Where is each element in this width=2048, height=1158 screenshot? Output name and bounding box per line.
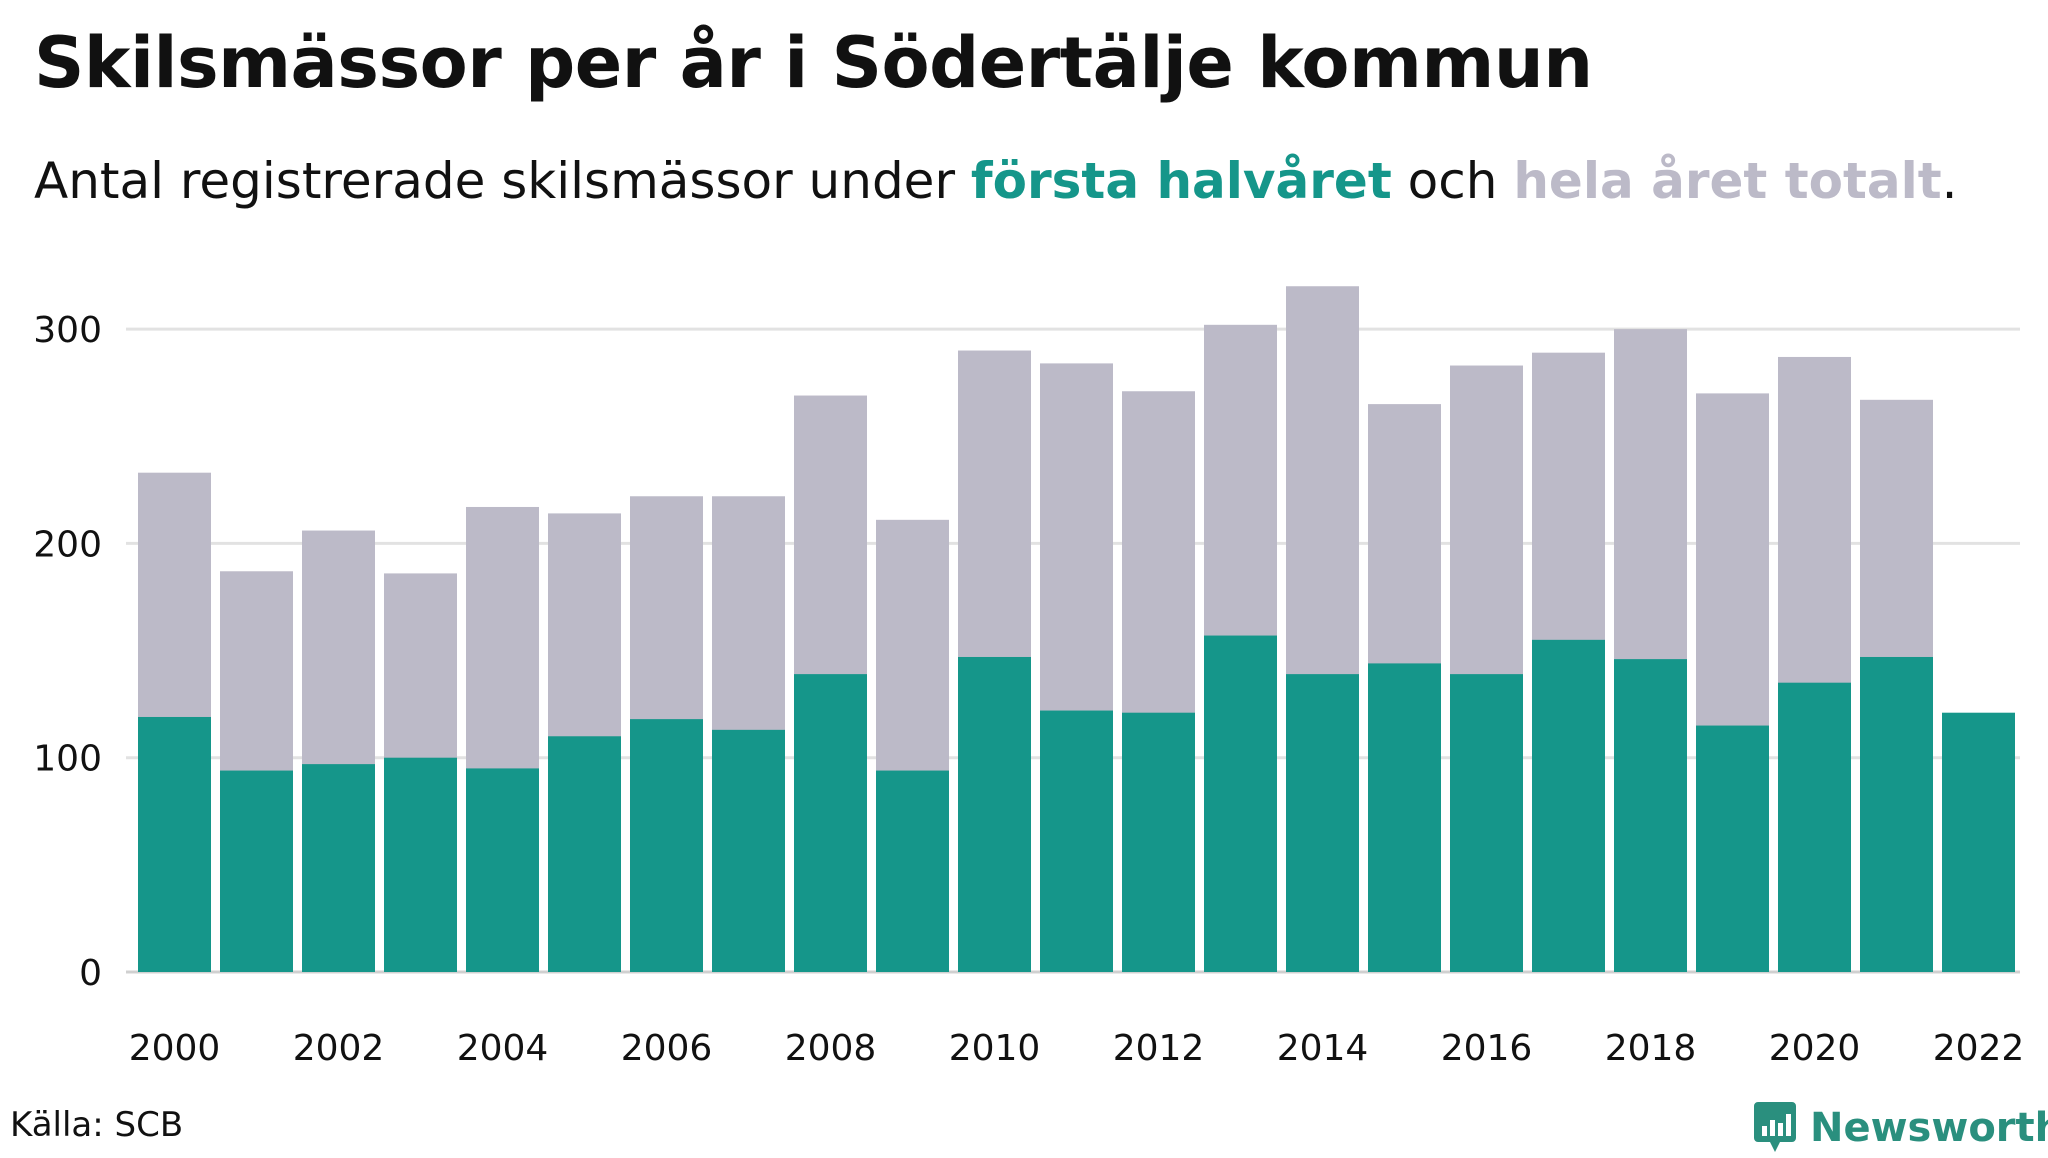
- subtitle-pre: Antal registrerade skilsmässor under: [34, 152, 971, 210]
- chart-subtitle: Antal registrerade skilsmässor under för…: [34, 152, 1958, 210]
- x-tick-label: 2018: [1605, 1028, 1697, 1069]
- bar-first-half: [302, 764, 375, 972]
- x-tick-label: 2008: [785, 1028, 877, 1069]
- subtitle-full-year: hela året totalt: [1513, 152, 1942, 210]
- bar-first-half: [712, 729, 785, 972]
- subtitle-mid: och: [1391, 152, 1514, 210]
- bar-first-half: [1696, 725, 1769, 972]
- bar-first-half: [1614, 659, 1687, 972]
- brand-logo: Newsworthy: [1752, 1098, 2048, 1158]
- brand-name: Newsworthy: [1810, 1105, 2048, 1151]
- y-tick-label: 300: [33, 310, 102, 351]
- x-tick-label: 2010: [949, 1028, 1041, 1069]
- bar-first-half: [548, 736, 621, 972]
- page-title: Skilsmässor per år i Södertälje kommun: [34, 22, 1593, 104]
- bar-first-half: [630, 719, 703, 972]
- x-tick-label: 2004: [457, 1028, 549, 1069]
- bar-first-half: [1860, 656, 1933, 972]
- bar-first-half: [220, 770, 293, 972]
- bar-first-half: [1286, 674, 1359, 972]
- bar-first-half: [1204, 635, 1277, 972]
- y-tick-label: 200: [33, 524, 102, 565]
- bar-first-half: [466, 768, 539, 972]
- bar-first-half: [384, 757, 457, 972]
- bar-first-half: [1450, 674, 1523, 972]
- x-tick-label: 2012: [1113, 1028, 1205, 1069]
- x-tick-label: 2002: [293, 1028, 385, 1069]
- bar-first-half: [1040, 710, 1113, 972]
- bar-first-half: [1368, 663, 1441, 972]
- bar-first-half: [876, 770, 949, 972]
- subtitle-first-half: första halvåret: [970, 152, 1392, 210]
- bar-first-half: [1122, 712, 1195, 972]
- x-tick-label: 2014: [1277, 1028, 1369, 1069]
- x-tick-label: 2006: [621, 1028, 713, 1069]
- bar-chart: 0 100 200 300 2000 2002 2004 2006 2008 2010 2012 20…: [33, 286, 2025, 1069]
- bar-first-half: [1942, 712, 2015, 972]
- bar-first-half: [1778, 682, 1851, 972]
- newsworthy-logo-icon: [1754, 1102, 1796, 1152]
- x-tick-label: 2016: [1441, 1028, 1533, 1069]
- bar-first-half: [138, 716, 211, 972]
- y-tick-label: 100: [33, 739, 102, 780]
- x-tick-label: 2020: [1769, 1028, 1861, 1069]
- subtitle-post: .: [1941, 152, 1958, 210]
- bar-first-half: [1532, 639, 1605, 972]
- source-label: Källa: SCB: [10, 1105, 184, 1145]
- y-tick-label: 0: [79, 953, 102, 994]
- bar-first-half: [958, 656, 1031, 972]
- x-tick-label: 2000: [129, 1028, 221, 1069]
- x-tick-label: 2022: [1933, 1028, 2025, 1069]
- bar-first-half: [794, 674, 867, 972]
